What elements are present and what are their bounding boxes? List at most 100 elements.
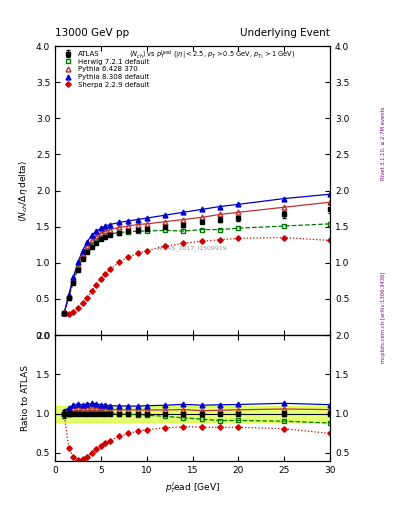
- Pythia 6.428 370: [199, 214, 204, 220]
- Sherpa 2.2.9 default: [80, 300, 85, 306]
- Herwig 7.2.1 default: [103, 232, 108, 239]
- Herwig 7.2.1 default: [80, 255, 85, 261]
- Text: $\langle N_{ch}\rangle$ vs $p_T^{\rm lead}$ ($|\eta|<2.5,\,p_T>0.5$ GeV, $p_{T_1: $\langle N_{ch}\rangle$ vs $p_T^{\rm lea…: [129, 49, 296, 62]
- Pythia 6.428 370: [328, 199, 332, 205]
- Pythia 6.428 370: [144, 221, 149, 227]
- Pythia 6.428 370: [181, 217, 186, 223]
- Herwig 7.2.1 default: [163, 227, 167, 233]
- Pythia 6.428 370: [236, 209, 241, 216]
- Pythia 6.428 370: [126, 223, 131, 229]
- Pythia 8.308 default: [89, 232, 94, 239]
- Herwig 7.2.1 default: [282, 223, 286, 229]
- Pythia 8.308 default: [99, 225, 103, 231]
- Pythia 8.308 default: [144, 215, 149, 221]
- Sherpa 2.2.9 default: [218, 237, 222, 243]
- Herwig 7.2.1 default: [89, 242, 94, 248]
- Pythia 8.308 default: [75, 259, 80, 265]
- Line: Pythia 8.308 default: Pythia 8.308 default: [62, 192, 332, 315]
- Pythia 6.428 370: [71, 276, 76, 283]
- Line: Pythia 6.428 370: Pythia 6.428 370: [62, 200, 332, 316]
- Herwig 7.2.1 default: [108, 231, 112, 237]
- Pythia 6.428 370: [103, 228, 108, 234]
- Herwig 7.2.1 default: [99, 234, 103, 241]
- Herwig 7.2.1 default: [71, 280, 76, 286]
- Sherpa 2.2.9 default: [199, 238, 204, 244]
- Sherpa 2.2.9 default: [66, 311, 71, 317]
- Sherpa 2.2.9 default: [75, 305, 80, 311]
- X-axis label: $p_T^l\!$ead [GeV]: $p_T^l\!$ead [GeV]: [165, 480, 220, 495]
- Pythia 8.308 default: [181, 209, 186, 216]
- Pythia 8.308 default: [282, 196, 286, 202]
- Pythia 8.308 default: [328, 191, 332, 197]
- Herwig 7.2.1 default: [199, 226, 204, 232]
- Sherpa 2.2.9 default: [99, 275, 103, 282]
- Pythia 8.308 default: [236, 201, 241, 207]
- Herwig 7.2.1 default: [181, 228, 186, 234]
- Pythia 8.308 default: [135, 217, 140, 223]
- Herwig 7.2.1 default: [66, 294, 71, 301]
- Pythia 8.308 default: [66, 292, 71, 298]
- Sherpa 2.2.9 default: [236, 235, 241, 241]
- Pythia 8.308 default: [94, 228, 99, 234]
- Sherpa 2.2.9 default: [85, 294, 90, 301]
- Pythia 6.428 370: [85, 243, 90, 249]
- Pythia 8.308 default: [80, 247, 85, 253]
- Bar: [55, 406, 330, 421]
- Sherpa 2.2.9 default: [181, 240, 186, 246]
- Pythia 6.428 370: [66, 293, 71, 299]
- Herwig 7.2.1 default: [85, 247, 90, 253]
- Herwig 7.2.1 default: [144, 228, 149, 234]
- Herwig 7.2.1 default: [117, 229, 121, 236]
- Herwig 7.2.1 default: [236, 225, 241, 231]
- Pythia 8.308 default: [117, 219, 121, 225]
- Sherpa 2.2.9 default: [89, 288, 94, 294]
- Legend: ATLAS, Herwig 7.2.1 default, Pythia 6.428 370, Pythia 8.308 default, Sherpa 2.2.: ATLAS, Herwig 7.2.1 default, Pythia 6.42…: [59, 50, 151, 89]
- Herwig 7.2.1 default: [135, 228, 140, 234]
- Pythia 8.308 default: [71, 274, 76, 281]
- Sherpa 2.2.9 default: [135, 250, 140, 257]
- Herwig 7.2.1 default: [75, 266, 80, 272]
- Pythia 6.428 370: [218, 211, 222, 218]
- Pythia 6.428 370: [94, 233, 99, 239]
- Y-axis label: Ratio to ATLAS: Ratio to ATLAS: [21, 365, 30, 431]
- Sherpa 2.2.9 default: [62, 310, 66, 316]
- Pythia 8.308 default: [126, 218, 131, 224]
- Pythia 6.428 370: [89, 238, 94, 244]
- Line: Herwig 7.2.1 default: Herwig 7.2.1 default: [62, 221, 332, 316]
- Pythia 8.308 default: [199, 206, 204, 212]
- Herwig 7.2.1 default: [218, 226, 222, 232]
- Sherpa 2.2.9 default: [108, 266, 112, 272]
- Pythia 8.308 default: [85, 239, 90, 245]
- Pythia 6.428 370: [117, 224, 121, 230]
- Pythia 6.428 370: [75, 262, 80, 268]
- Pythia 8.308 default: [62, 310, 66, 316]
- Sherpa 2.2.9 default: [328, 238, 332, 244]
- Pythia 6.428 370: [62, 310, 66, 316]
- Herwig 7.2.1 default: [94, 238, 99, 244]
- Herwig 7.2.1 default: [126, 229, 131, 235]
- Herwig 7.2.1 default: [328, 221, 332, 227]
- Sherpa 2.2.9 default: [94, 282, 99, 288]
- Sherpa 2.2.9 default: [163, 243, 167, 249]
- Line: Sherpa 2.2.9 default: Sherpa 2.2.9 default: [62, 236, 332, 316]
- Sherpa 2.2.9 default: [103, 271, 108, 277]
- Pythia 6.428 370: [80, 251, 85, 257]
- Text: mcplots.cern.ch [arXiv:1306.3436]: mcplots.cern.ch [arXiv:1306.3436]: [381, 272, 386, 363]
- Text: ATLAS_2017_I1509919: ATLAS_2017_I1509919: [157, 246, 228, 251]
- Sherpa 2.2.9 default: [144, 247, 149, 253]
- Y-axis label: $\langle N_{ch}/\Delta\eta\,\mathrm{delta}\rangle$: $\langle N_{ch}/\Delta\eta\,\mathrm{delt…: [17, 160, 30, 222]
- Pythia 6.428 370: [108, 226, 112, 232]
- Text: 13000 GeV pp: 13000 GeV pp: [55, 28, 129, 38]
- Pythia 8.308 default: [218, 203, 222, 209]
- Text: Rivet 3.1.10, ≥ 2.7M events: Rivet 3.1.10, ≥ 2.7M events: [381, 106, 386, 180]
- Pythia 8.308 default: [108, 222, 112, 228]
- Pythia 6.428 370: [135, 222, 140, 228]
- Herwig 7.2.1 default: [62, 310, 66, 316]
- Text: Underlying Event: Underlying Event: [240, 28, 330, 38]
- Sherpa 2.2.9 default: [126, 254, 131, 260]
- Pythia 8.308 default: [103, 223, 108, 229]
- Pythia 6.428 370: [99, 230, 103, 237]
- Pythia 8.308 default: [163, 212, 167, 218]
- Sherpa 2.2.9 default: [71, 309, 76, 315]
- Pythia 6.428 370: [163, 219, 167, 225]
